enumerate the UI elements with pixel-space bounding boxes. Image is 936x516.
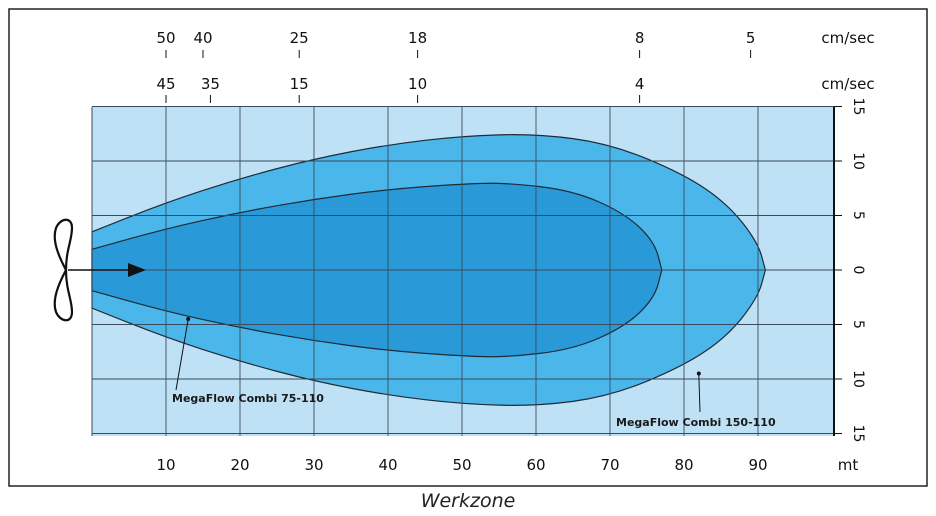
top-scale-1-label: 5 [746, 29, 756, 47]
width-axis: 15 10 5 0 5 10 15 [834, 98, 866, 443]
top-scale-2-label: 4 [635, 75, 645, 93]
series-annotations: MegaFlow Combi 75-110 MegaFlow Combi 150-… [172, 317, 776, 429]
distance-axis: 10 20 30 40 50 60 70 80 90 mt [156, 456, 858, 474]
y-tick-label: 0 [850, 266, 866, 275]
top-scale-1-label: 18 [408, 29, 427, 47]
x-tick-label: 20 [230, 456, 249, 474]
annotation-75-110: MegaFlow Combi 75-110 [172, 392, 324, 405]
leader-dot-75-110 [186, 317, 191, 322]
x-tick-label: 10 [156, 456, 175, 474]
y-tick-label: 10 [850, 152, 866, 170]
y-tick-label: 15 [850, 425, 866, 443]
top-scale-1-label: 25 [290, 29, 309, 47]
x-tick-label: 80 [674, 456, 693, 474]
top-scale-2-label: 35 [201, 75, 220, 93]
x-tick-label: 90 [748, 456, 767, 474]
y-tick-label: 5 [850, 211, 866, 220]
x-tick-label: 50 [452, 456, 471, 474]
top-scale-1-unit: cm/sec [821, 29, 874, 47]
y-tick-label: 15 [850, 98, 866, 116]
x-tick-label: 70 [600, 456, 619, 474]
propeller-icon [53, 218, 74, 322]
top-scale-2-label: 45 [156, 75, 175, 93]
flow-direction-arrow [68, 263, 146, 277]
x-tick-label: 30 [304, 456, 323, 474]
figure-caption: Werkzone [420, 490, 516, 512]
y-tick-label: 5 [850, 320, 866, 329]
top-scale-2-label: 15 [290, 75, 309, 93]
x-tick-label: 60 [526, 456, 545, 474]
top-speed-axis: 50 40 25 18 8 5 45 35 15 10 4 cm/sec cm/sec [156, 29, 875, 103]
top-scale-1-label: 50 [156, 29, 175, 47]
leader-line-75-110 [175, 318, 189, 391]
leader-dot-150-110 [696, 371, 701, 376]
plot-area [91, 106, 835, 436]
top-scale-1-label: 8 [635, 29, 645, 47]
top-scale-1-label: 40 [193, 29, 212, 47]
x-tick-label: 40 [378, 456, 397, 474]
top-scale-2-unit: cm/sec [821, 75, 874, 93]
grid-lines [91, 106, 835, 436]
top-scale-2-label: 10 [408, 75, 427, 93]
y-tick-label: 10 [850, 370, 866, 388]
annotation-150-110: MegaFlow Combi 150-110 [616, 416, 776, 429]
leader-line-150-110 [698, 373, 701, 413]
x-axis-unit: mt [838, 456, 859, 474]
